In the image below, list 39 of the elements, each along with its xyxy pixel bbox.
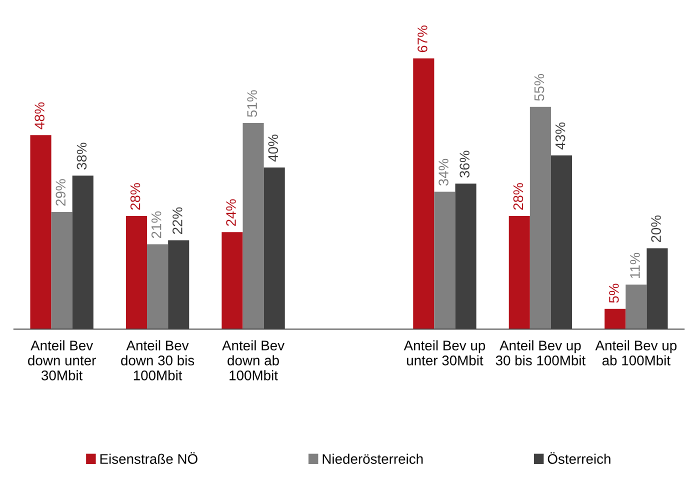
bar — [147, 244, 168, 330]
data-label: 34% — [438, 158, 448, 186]
data-label: 38% — [76, 142, 87, 170]
bar — [51, 212, 72, 330]
data-label: 11% — [630, 252, 640, 278]
x-tick-label: Anteil Bev down 30 bis 100Mbit — [121, 340, 194, 380]
legend-label: Österreich — [548, 452, 610, 464]
bar — [604, 308, 626, 330]
x-tick-label: Anteil Bev down ab 100Mbit — [222, 340, 284, 380]
x-tick-label: Anteil Bev down unter 30Mbit — [28, 340, 96, 380]
bar — [434, 192, 456, 330]
bar — [242, 123, 264, 330]
data-label: 28% — [513, 183, 524, 210]
bar — [30, 135, 52, 330]
data-label: 21% — [151, 211, 162, 238]
data-label: 28% — [130, 183, 140, 210]
data-label: 67% — [418, 26, 428, 52]
bar — [508, 216, 530, 330]
data-label: 22% — [172, 207, 182, 234]
data-label: 48% — [34, 102, 44, 130]
data-label: 43% — [555, 122, 566, 150]
bar — [530, 106, 551, 330]
data-label: 36% — [460, 150, 470, 178]
data-label: 55% — [534, 74, 544, 101]
x-tick-label: Anteil Bev up unter 30Mbit — [404, 340, 486, 366]
x-tick-label: Anteil Bev up 30 bis 100Mbit — [496, 340, 586, 366]
data-label: 29% — [56, 179, 66, 206]
data-label: 51% — [247, 90, 258, 117]
data-label: 5% — [609, 284, 619, 303]
bar — [413, 58, 434, 330]
data-label: 24% — [226, 199, 236, 226]
legend-label: Eisenstraße NÖ — [100, 452, 198, 464]
bar — [126, 216, 148, 330]
x-tick-label: Anteil Bev up ab 100Mbit — [595, 340, 677, 366]
bar — [222, 232, 243, 330]
data-label: 40% — [268, 134, 278, 162]
legend-label: Niederösterreich — [322, 454, 423, 464]
bar — [626, 284, 647, 330]
data-label: 20% — [651, 215, 661, 242]
